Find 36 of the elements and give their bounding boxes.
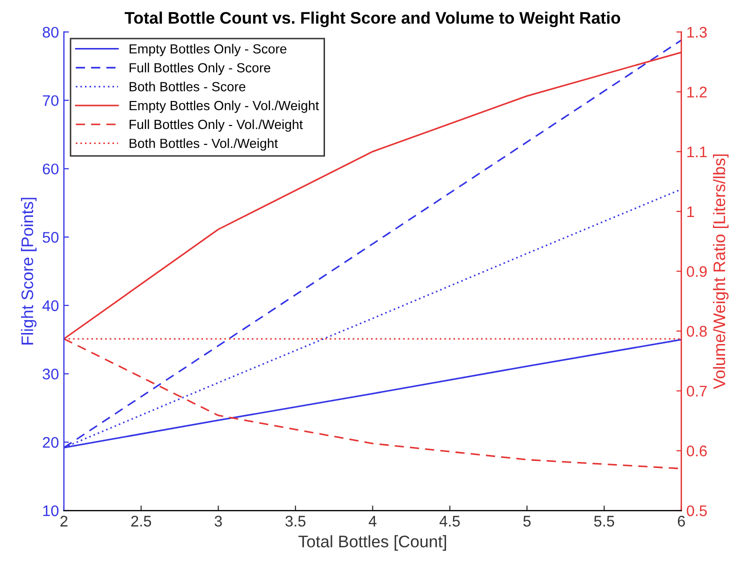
y2-tick-label: 0.8 <box>686 326 707 337</box>
y-tick-label: 60 <box>42 164 58 174</box>
x-tick-label: 5 <box>523 516 531 527</box>
chart-title: Total Bottle Count vs. Flight Score and Volume to Weight Ratio <box>124 12 620 28</box>
y-tick-label: 20 <box>42 437 58 448</box>
y2-tick-label: 0.9 <box>686 266 707 277</box>
y-tick-label: 80 <box>42 26 58 38</box>
x-tick-label: 3 <box>214 516 222 527</box>
y2-tick-label: 1.1 <box>687 146 707 158</box>
legend-label: Full Bottles Only - Score <box>130 62 270 76</box>
legend-label: Both Bottles - Score <box>130 82 246 92</box>
y2-tick-label: 0.5 <box>686 505 707 516</box>
x-tick-label: 4.5 <box>440 516 460 527</box>
y2-axis-title: Volume/Weight Ratio [Liters/lbs] <box>713 154 729 390</box>
x-axis-title: Total Bottles [Count] <box>298 535 446 551</box>
y-tick-label: 40 <box>42 300 58 312</box>
x-tick-label: 5.5 <box>594 516 614 527</box>
y2-tick-label: 1.3 <box>687 26 707 38</box>
x-tick-label: 4 <box>368 516 376 526</box>
legend-label: Both Bottles - Vol./Weight <box>130 138 278 151</box>
legend-label: Full Bottles Only - Vol./Weight <box>130 119 303 132</box>
x-tick-label: 2 <box>60 516 68 526</box>
x-tick-label: 3.5 <box>285 516 306 527</box>
legend-label: Empty Bottles Only - Score <box>130 44 286 56</box>
y2-tick-label: 1.2 <box>687 86 707 98</box>
y-axis-title: Flight Score [Points] <box>21 198 37 344</box>
y2-tick-label: 1 <box>687 206 694 217</box>
y-tick-label: 50 <box>42 232 58 243</box>
y2-tick-label: 0.6 <box>686 446 707 456</box>
legend-label: Empty Bottles Only - Vol./Weight <box>130 100 319 113</box>
y-tick-label: 30 <box>42 368 58 380</box>
x-tick-label: 2.5 <box>131 516 152 527</box>
y2-tick-label: 0.7 <box>686 386 707 397</box>
y-tick-label: 70 <box>42 95 58 106</box>
y-tick-label: 10 <box>43 505 58 516</box>
x-tick-label: 6 <box>678 516 685 527</box>
